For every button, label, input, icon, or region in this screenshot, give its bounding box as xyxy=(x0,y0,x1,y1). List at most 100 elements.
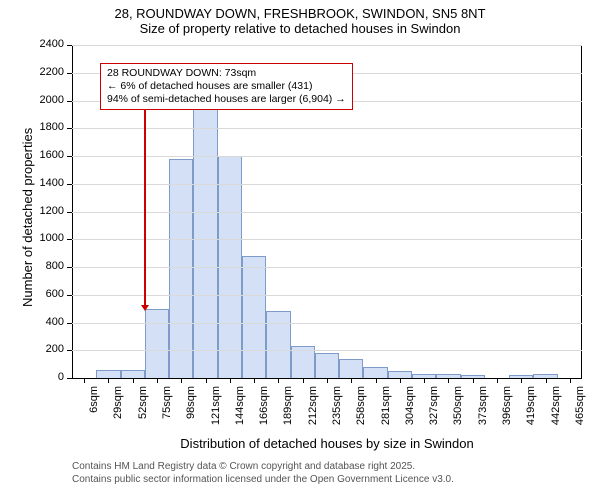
annotation-arrowhead xyxy=(141,305,149,311)
chart-title-line1: 28, ROUNDWAY DOWN, FRESHBROOK, SWINDON, … xyxy=(0,6,600,21)
x-tick-label: 327sqm xyxy=(428,386,440,436)
annotation-line: 28 ROUNDWAY DOWN: 73sqm xyxy=(107,67,346,80)
y-tick-label: 600 xyxy=(30,288,64,300)
x-tick xyxy=(108,378,109,383)
y-tick-label: 1200 xyxy=(30,205,64,217)
y-tick xyxy=(67,184,72,185)
license-line1: Contains HM Land Registry data © Crown c… xyxy=(72,460,454,473)
x-tick-label: 52sqm xyxy=(137,386,149,436)
y-tick xyxy=(67,45,72,46)
x-tick-label: 98sqm xyxy=(185,386,197,436)
y-tick-label: 1600 xyxy=(30,149,64,161)
histogram-bar xyxy=(193,104,217,378)
x-tick-label: 29sqm xyxy=(112,386,124,436)
histogram-bar xyxy=(96,370,120,378)
x-tick xyxy=(546,378,547,383)
x-tick xyxy=(521,378,522,383)
y-tick-label: 1400 xyxy=(30,177,64,189)
x-tick-label: 304sqm xyxy=(404,386,416,436)
x-tick xyxy=(303,378,304,383)
x-tick-label: 442sqm xyxy=(550,386,562,436)
x-tick-label: 350sqm xyxy=(452,386,464,436)
x-tick xyxy=(327,378,328,383)
annotation-box: 28 ROUNDWAY DOWN: 73sqm← 6% of detached … xyxy=(100,63,353,110)
chart-title-block: 28, ROUNDWAY DOWN, FRESHBROOK, SWINDON, … xyxy=(0,6,600,36)
y-tick xyxy=(67,295,72,296)
x-tick xyxy=(473,378,474,383)
y-tick xyxy=(67,267,72,268)
annotation-line: 94% of semi-detached houses are larger (… xyxy=(107,93,346,106)
x-tick-label: 121sqm xyxy=(210,386,222,436)
x-tick xyxy=(570,378,571,383)
histogram-bar xyxy=(339,359,363,378)
grid-line xyxy=(72,350,582,351)
annotation-arrow xyxy=(144,109,146,309)
grid-line xyxy=(72,295,582,296)
y-tick-label: 2000 xyxy=(30,94,64,106)
y-tick-label: 2400 xyxy=(30,38,64,50)
x-tick-label: 258sqm xyxy=(355,386,367,436)
y-tick-label: 800 xyxy=(30,260,64,272)
x-tick xyxy=(376,378,377,383)
x-tick-label: 373sqm xyxy=(477,386,489,436)
y-tick xyxy=(67,156,72,157)
y-tick-label: 200 xyxy=(30,343,64,355)
x-tick-label: 419sqm xyxy=(525,386,537,436)
x-tick-label: 166sqm xyxy=(258,386,270,436)
y-tick xyxy=(67,350,72,351)
x-tick xyxy=(254,378,255,383)
x-tick xyxy=(448,378,449,383)
grid-line xyxy=(72,239,582,240)
grid-line xyxy=(72,184,582,185)
x-tick-label: 465sqm xyxy=(574,386,586,436)
y-tick xyxy=(67,323,72,324)
x-tick xyxy=(400,378,401,383)
x-tick-label: 235sqm xyxy=(331,386,343,436)
histogram-bar xyxy=(388,371,412,378)
grid-line xyxy=(72,323,582,324)
x-tick xyxy=(181,378,182,383)
grid-line xyxy=(72,45,582,46)
y-tick-label: 0 xyxy=(30,371,64,383)
y-tick xyxy=(67,128,72,129)
x-tick xyxy=(278,378,279,383)
x-tick xyxy=(230,378,231,383)
x-tick-label: 75sqm xyxy=(161,386,173,436)
x-tick xyxy=(351,378,352,383)
x-tick xyxy=(84,378,85,383)
x-tick-label: 212sqm xyxy=(307,386,319,436)
y-tick-label: 1000 xyxy=(30,232,64,244)
x-tick xyxy=(157,378,158,383)
x-tick-label: 144sqm xyxy=(234,386,246,436)
y-tick xyxy=(67,239,72,240)
histogram-bar xyxy=(169,159,193,378)
chart-container: 28, ROUNDWAY DOWN, FRESHBROOK, SWINDON, … xyxy=(0,0,600,500)
y-tick xyxy=(67,212,72,213)
y-tick-label: 2200 xyxy=(30,66,64,78)
y-tick-label: 1800 xyxy=(30,121,64,133)
histogram-bar xyxy=(363,367,387,378)
x-tick xyxy=(206,378,207,383)
license-text: Contains HM Land Registry data © Crown c… xyxy=(72,460,454,486)
histogram-bar xyxy=(315,353,339,378)
grid-line xyxy=(72,128,582,129)
histogram-bar xyxy=(145,309,169,378)
x-tick-label: 6sqm xyxy=(88,386,100,436)
x-tick-label: 189sqm xyxy=(282,386,294,436)
x-tick-label: 396sqm xyxy=(501,386,513,436)
y-tick xyxy=(67,378,72,379)
y-tick-label: 400 xyxy=(30,316,64,328)
x-tick-label: 281sqm xyxy=(380,386,392,436)
histogram-bar xyxy=(121,370,145,378)
grid-line xyxy=(72,267,582,268)
x-axis-label: Distribution of detached houses by size … xyxy=(72,436,582,451)
annotation-line: ← 6% of detached houses are smaller (431… xyxy=(107,80,346,93)
histogram-bar xyxy=(242,256,266,378)
grid-line xyxy=(72,212,582,213)
x-tick xyxy=(497,378,498,383)
y-tick xyxy=(67,73,72,74)
y-tick xyxy=(67,101,72,102)
x-tick xyxy=(133,378,134,383)
x-tick xyxy=(424,378,425,383)
grid-line xyxy=(72,156,582,157)
